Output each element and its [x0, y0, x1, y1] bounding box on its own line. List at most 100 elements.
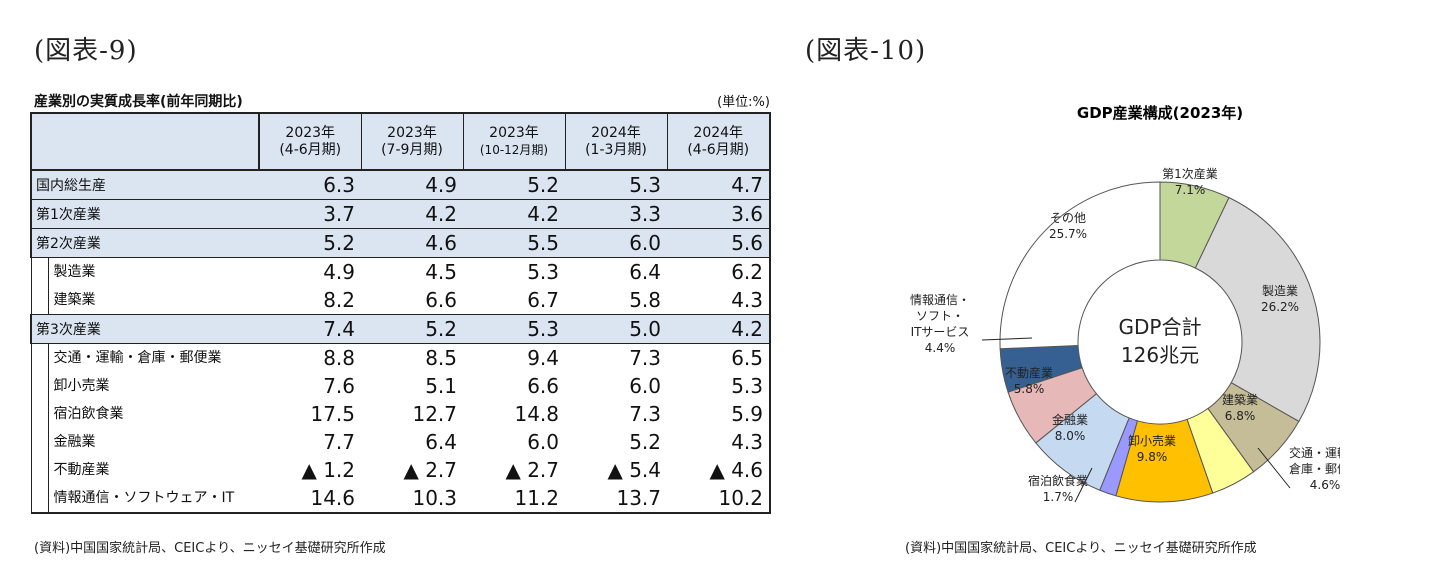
slice-label-value: 9.8%: [1137, 450, 1168, 464]
slice-label: 交通・運輸・倉庫・郵便業 4.6%: [1289, 445, 1340, 492]
source-note-right: (資料)中国国家統計局、CEICより、ニッセイ基礎研究所作成: [905, 541, 1257, 556]
row-value: 5.2: [463, 169, 565, 200]
slice-label-value: 5.8%: [1014, 382, 1045, 396]
column-header-period: (4-6月期): [687, 141, 750, 158]
row-label: 第3次産業: [30, 314, 259, 344]
table-row: 第3次産業 7.4 5.2 5.3 5.0 4.2: [30, 314, 771, 344]
row-label: 国内総生産: [30, 169, 259, 200]
row-label: 不動産業: [30, 456, 259, 484]
slice-label: 情報通信・ソフト・ ITサービス 4.4%: [910, 293, 970, 355]
slice-label-value: 4.4%: [925, 341, 956, 355]
column-header-period: (10-12月期): [479, 142, 549, 157]
row-value: 4.2: [463, 199, 565, 229]
row-value: 5.6: [667, 228, 771, 258]
gdp-donut-chart: GDP産業構成(2023年) 第1次産業 7.1% 製造業 26.2% 建築業 6.8% 交通…: [910, 104, 1340, 504]
column-header: 2024年 (1-3月期): [564, 112, 668, 171]
row-label: 製造業: [30, 257, 260, 286]
column-header-period: (7-9月期): [381, 141, 443, 158]
slice-label-value: 6.8%: [1225, 409, 1256, 423]
pie-slice: [1194, 196, 1321, 423]
table-row: 金融業 7.7 6.4 6.0 5.2 4.3: [30, 428, 771, 456]
table-body: 国内総生産 6.3 4.9 5.2 5.3 4.7 第1次産業 3.7 4.2 4.2 3.3 3.6…: [30, 169, 771, 514]
row-value: 7.3: [565, 400, 667, 428]
row-label-indent: 製造業: [47, 258, 260, 286]
row-value: 10.3: [361, 484, 463, 514]
table-row: 情報通信・ソフトウェア・IT 14.6 10.3 11.2 13.7 10.2: [30, 484, 771, 514]
row-value: 3.6: [667, 199, 771, 229]
row-value: 12.7: [361, 400, 463, 428]
row-value: 4.7: [667, 169, 771, 200]
row-value: 5.2: [361, 314, 463, 344]
row-value: 4.5: [361, 257, 463, 286]
row-value: 5.0: [565, 314, 667, 344]
row-value: ▲ 2.7: [361, 456, 463, 484]
table-unit: (単位:%): [717, 95, 770, 110]
row-value: 4.3: [667, 286, 771, 315]
growth-table: 2023年 (4-6月期) 2023年 (7-9月期) 2023年 (10-12月期) 20…: [30, 112, 771, 514]
leader-line: [981, 337, 1033, 341]
column-header-year: 2024年: [591, 124, 641, 141]
table-row: 宿泊飲食業 17.5 12.7 14.8 7.3 5.9: [30, 400, 771, 428]
column-header-period: (4-6月期): [279, 141, 342, 158]
row-value: 6.6: [463, 372, 565, 400]
row-value: ▲ 1.2: [259, 456, 361, 484]
row-value: 6.7: [463, 286, 565, 315]
row-value: 4.9: [259, 257, 361, 286]
table-caption: 産業別の実質成長率(前年同期比): [34, 94, 243, 110]
row-label: 金融業: [30, 428, 259, 456]
row-value: 4.9: [361, 169, 463, 200]
row-value: 7.6: [259, 372, 361, 400]
table-row: 第1次産業 3.7 4.2 4.2 3.3 3.6: [30, 199, 771, 229]
slice-label-name: 交通・運輸・: [1289, 445, 1340, 460]
slice-label-name: 情報通信・: [910, 293, 970, 307]
slice-label-value: 8.0%: [1055, 429, 1086, 443]
row-value: 8.8: [259, 343, 361, 372]
table-row: 国内総生産 6.3 4.9 5.2 5.3 4.7: [30, 169, 771, 200]
row-label-indent: 建築業: [47, 286, 260, 314]
row-value: 6.3: [259, 169, 361, 200]
row-value: 7.4: [259, 314, 361, 344]
column-header-year: 2023年: [285, 124, 336, 141]
row-label: 卸小売業: [30, 372, 259, 400]
center-label-total: 126兆元: [1121, 343, 1199, 367]
row-value: 4.2: [667, 314, 771, 344]
slice-label: 宿泊飲食業 1.7%: [1028, 473, 1088, 504]
slice-label-name: ITサービス: [911, 325, 970, 339]
row-label-indent: 宿泊飲食業: [47, 400, 260, 428]
table-header-corner: [30, 112, 260, 171]
table-row: 不動産業 ▲ 1.2 ▲ 2.7 ▲ 2.7 ▲ 5.4 ▲ 4.6: [30, 456, 771, 484]
row-value: 4.3: [667, 428, 771, 456]
column-header-period: (1-3月期): [585, 141, 647, 158]
row-label: 建築業: [30, 286, 260, 315]
slice-label: 金融業 8.0%: [1052, 412, 1088, 443]
source-note-left: (資料)中国国家統計局、CEICより、ニッセイ基礎研究所作成: [34, 541, 386, 556]
column-header: 2023年 (7-9月期): [360, 112, 464, 171]
row-value: 5.1: [361, 372, 463, 400]
slice-label-name: 卸小売業: [1128, 433, 1176, 448]
slice-label-value: 1.7%: [1043, 490, 1074, 504]
row-value: 5.3: [463, 314, 565, 344]
table-header-row: 2023年 (4-6月期) 2023年 (7-9月期) 2023年 (10-12月期) 20…: [30, 112, 771, 171]
row-label: 宿泊飲食業: [30, 400, 260, 428]
row-value: 11.2: [463, 484, 565, 514]
table-row: 第2次産業 5.2 4.6 5.5 6.0 5.6: [30, 228, 771, 258]
figure-9-title: (図表-9): [34, 36, 138, 66]
slice-label-name: 建築業: [1222, 392, 1258, 407]
row-value: 5.5: [463, 228, 565, 258]
slice-label: 建築業 6.8%: [1222, 392, 1258, 423]
column-header-year: 2023年: [387, 124, 437, 141]
slice-label: 製造業 26.2%: [1261, 284, 1299, 314]
table-row: 卸小売業 7.6 5.1 6.6 6.0 5.3: [30, 372, 771, 400]
row-value: 5.3: [667, 372, 771, 400]
row-value: 5.2: [565, 428, 667, 456]
table-row: 建築業 8.2 6.6 6.7 5.8 4.3: [30, 286, 771, 315]
row-value: 10.2: [667, 484, 771, 514]
leader-line: [1257, 447, 1291, 489]
table-row: 製造業 4.9 4.5 5.3 6.4 6.2: [30, 257, 771, 286]
slice-label-value: 25.7%: [1049, 227, 1087, 241]
row-value: 6.4: [361, 428, 463, 456]
row-value: 6.6: [361, 286, 463, 315]
slice-label-name: その他: [1050, 211, 1086, 225]
row-value: 5.8: [565, 286, 667, 315]
table-row: 交通・運輸・倉庫・郵便業 8.8 8.5 9.4 7.3 6.5: [30, 343, 771, 372]
